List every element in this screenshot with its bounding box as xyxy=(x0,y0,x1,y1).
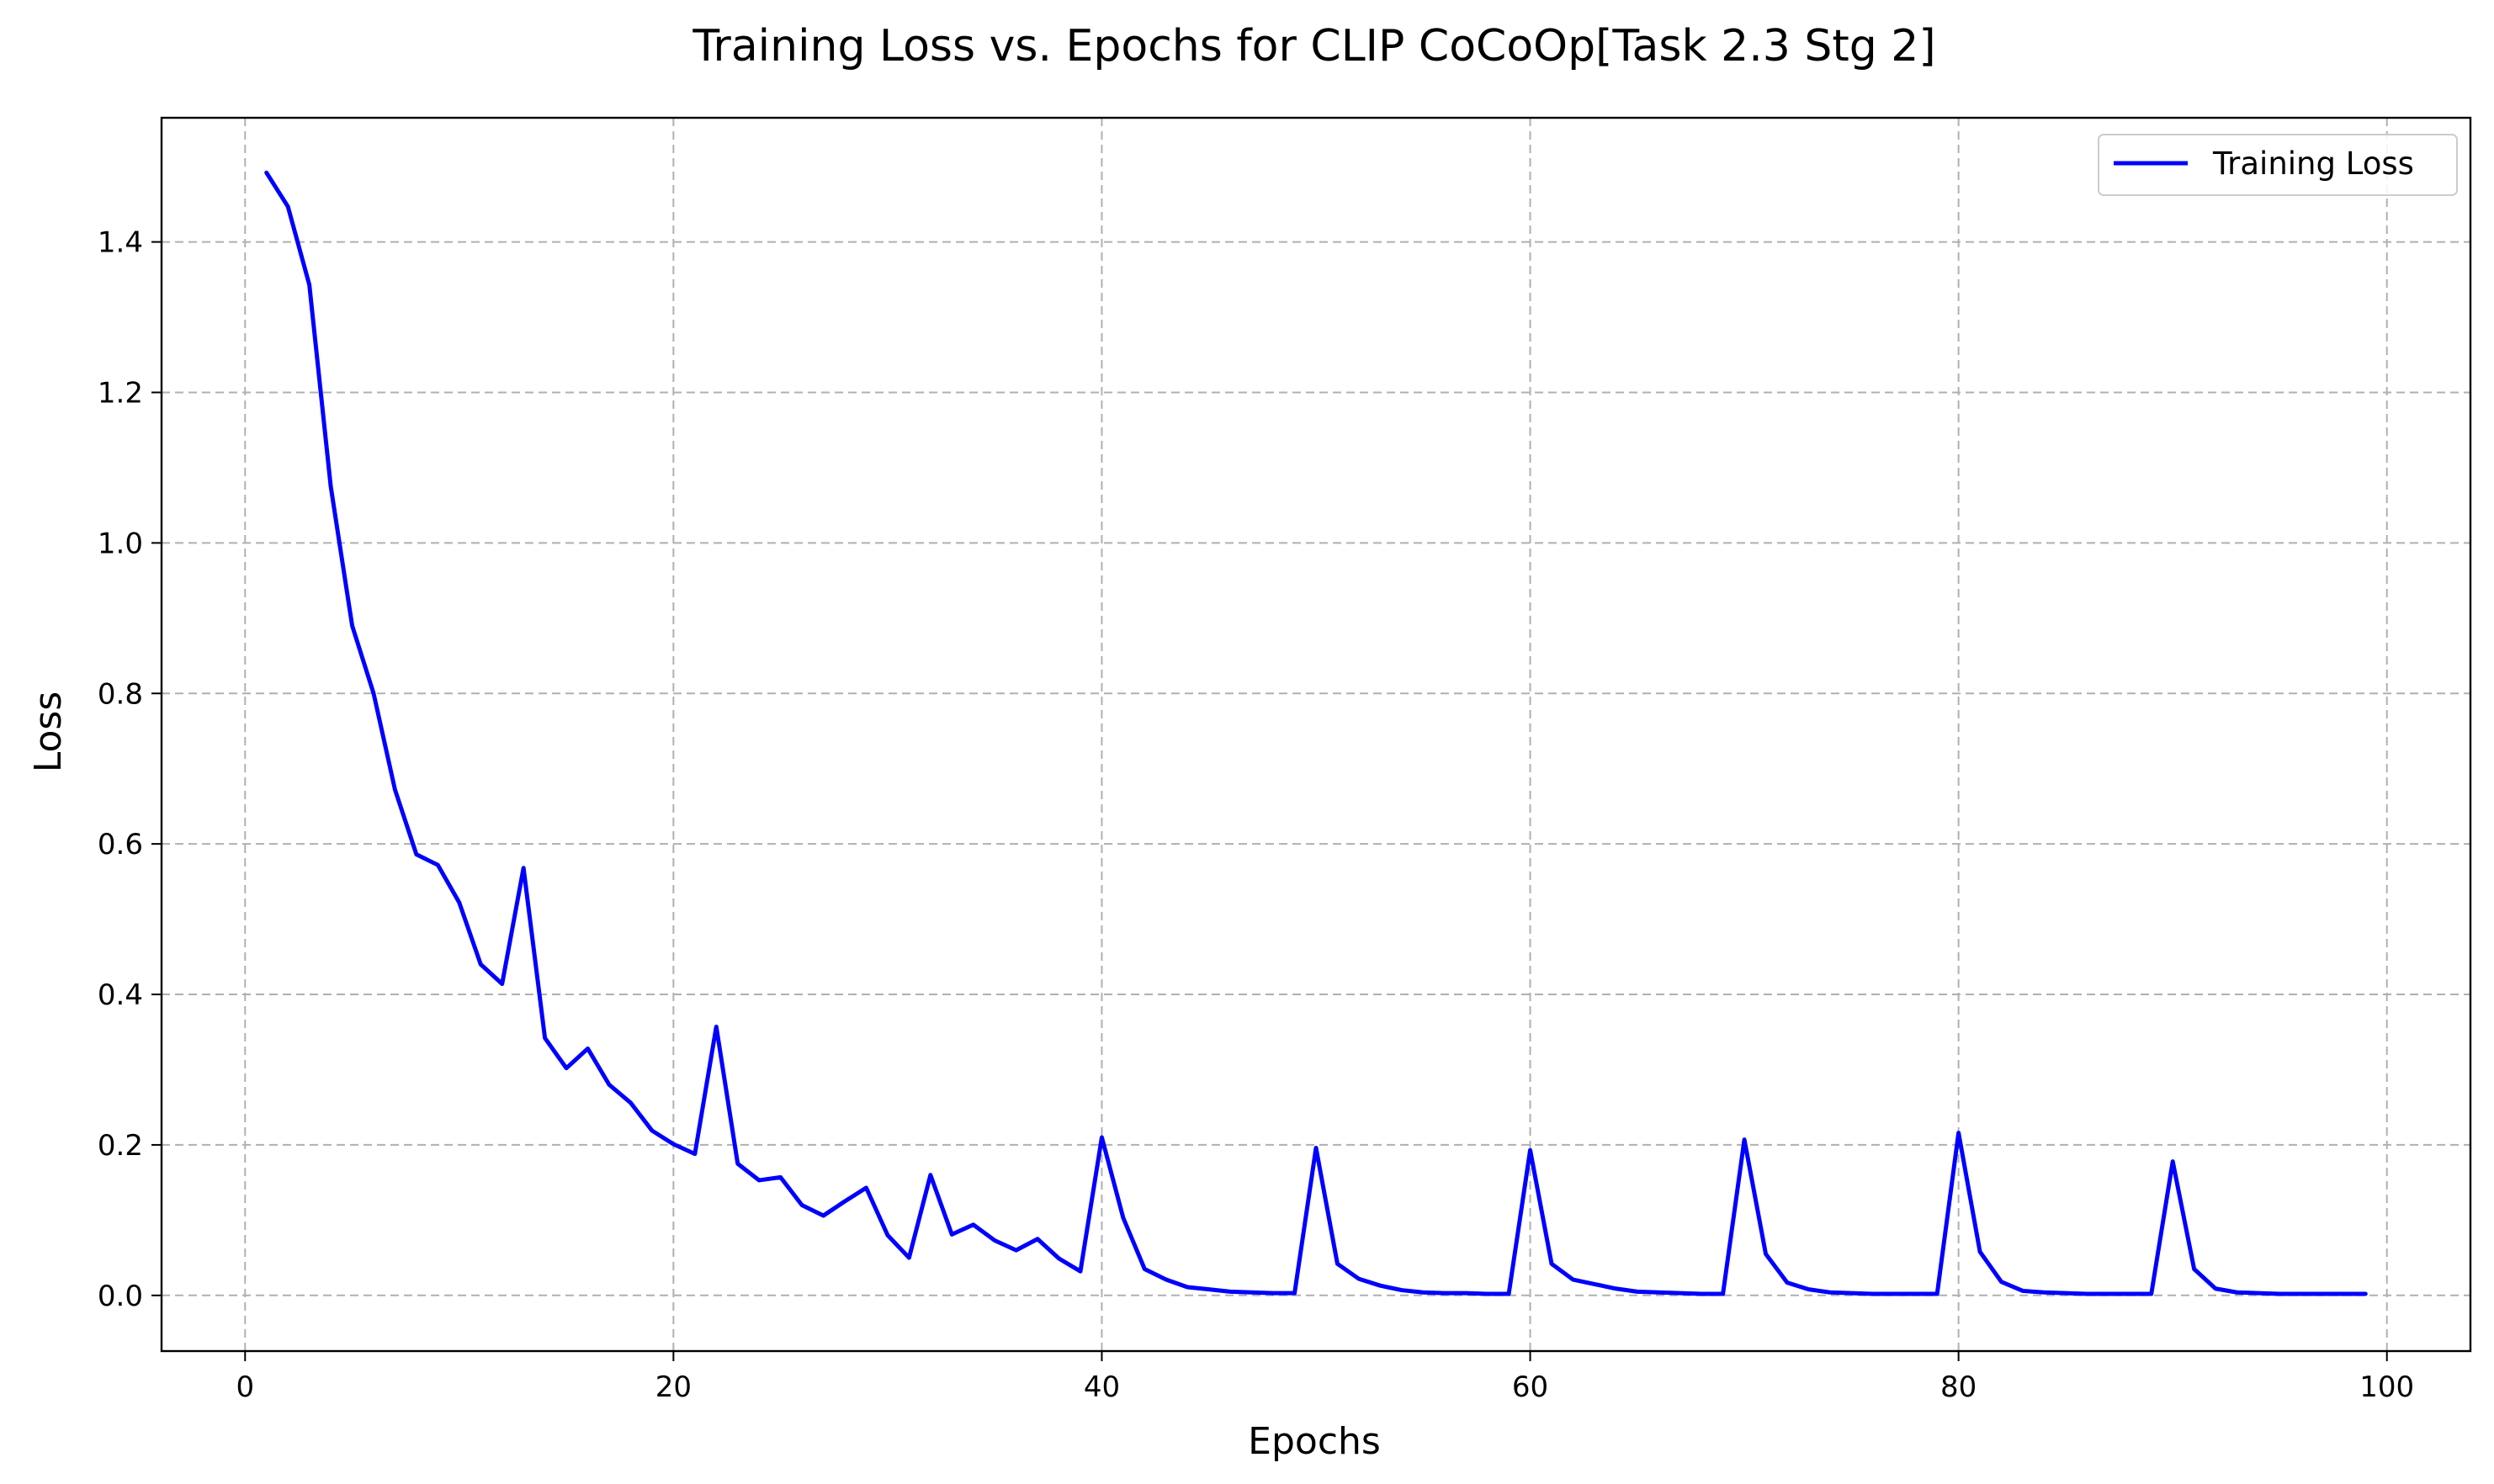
x-axis-title: Epochs xyxy=(1248,1420,1381,1463)
x-tick-label: 40 xyxy=(1084,1370,1120,1404)
x-tick-label: 60 xyxy=(1512,1370,1548,1404)
y-tick-label: 1.2 xyxy=(98,376,143,410)
y-tick-label: 1.4 xyxy=(98,226,143,260)
y-tick-label: 0.2 xyxy=(98,1129,143,1163)
x-tick-label: 20 xyxy=(655,1370,692,1404)
x-tick-label: 100 xyxy=(2359,1370,2414,1404)
x-tick-label: 0 xyxy=(236,1370,254,1404)
y-tick-label: 0.4 xyxy=(98,978,143,1012)
y-axis-title: Loss xyxy=(27,692,70,773)
y-tick-label: 1.0 xyxy=(98,527,143,560)
y-axis-ticks: 0.0 0.2 0.4 0.6 0.8 1.0 1.2 1.4 xyxy=(98,226,162,1313)
y-tick-label: 0.0 xyxy=(98,1280,143,1313)
legend-box xyxy=(2098,134,2458,196)
legend: Training Loss xyxy=(2098,134,2458,196)
x-tick-label: 80 xyxy=(1940,1370,1977,1404)
legend-label-training-loss: Training Loss xyxy=(2212,146,2414,182)
y-tick-label: 0.6 xyxy=(98,828,143,861)
x-axis-ticks: 0 20 40 60 80 100 xyxy=(236,1351,2414,1404)
series-layer xyxy=(264,170,2368,1296)
y-tick-label: 0.8 xyxy=(98,677,143,711)
plot-frame xyxy=(160,116,2472,1353)
chart-title: Training Loss vs. Epochs for CLIP CoCoOp… xyxy=(692,21,1935,72)
series-line-training-loss xyxy=(264,170,2368,1296)
